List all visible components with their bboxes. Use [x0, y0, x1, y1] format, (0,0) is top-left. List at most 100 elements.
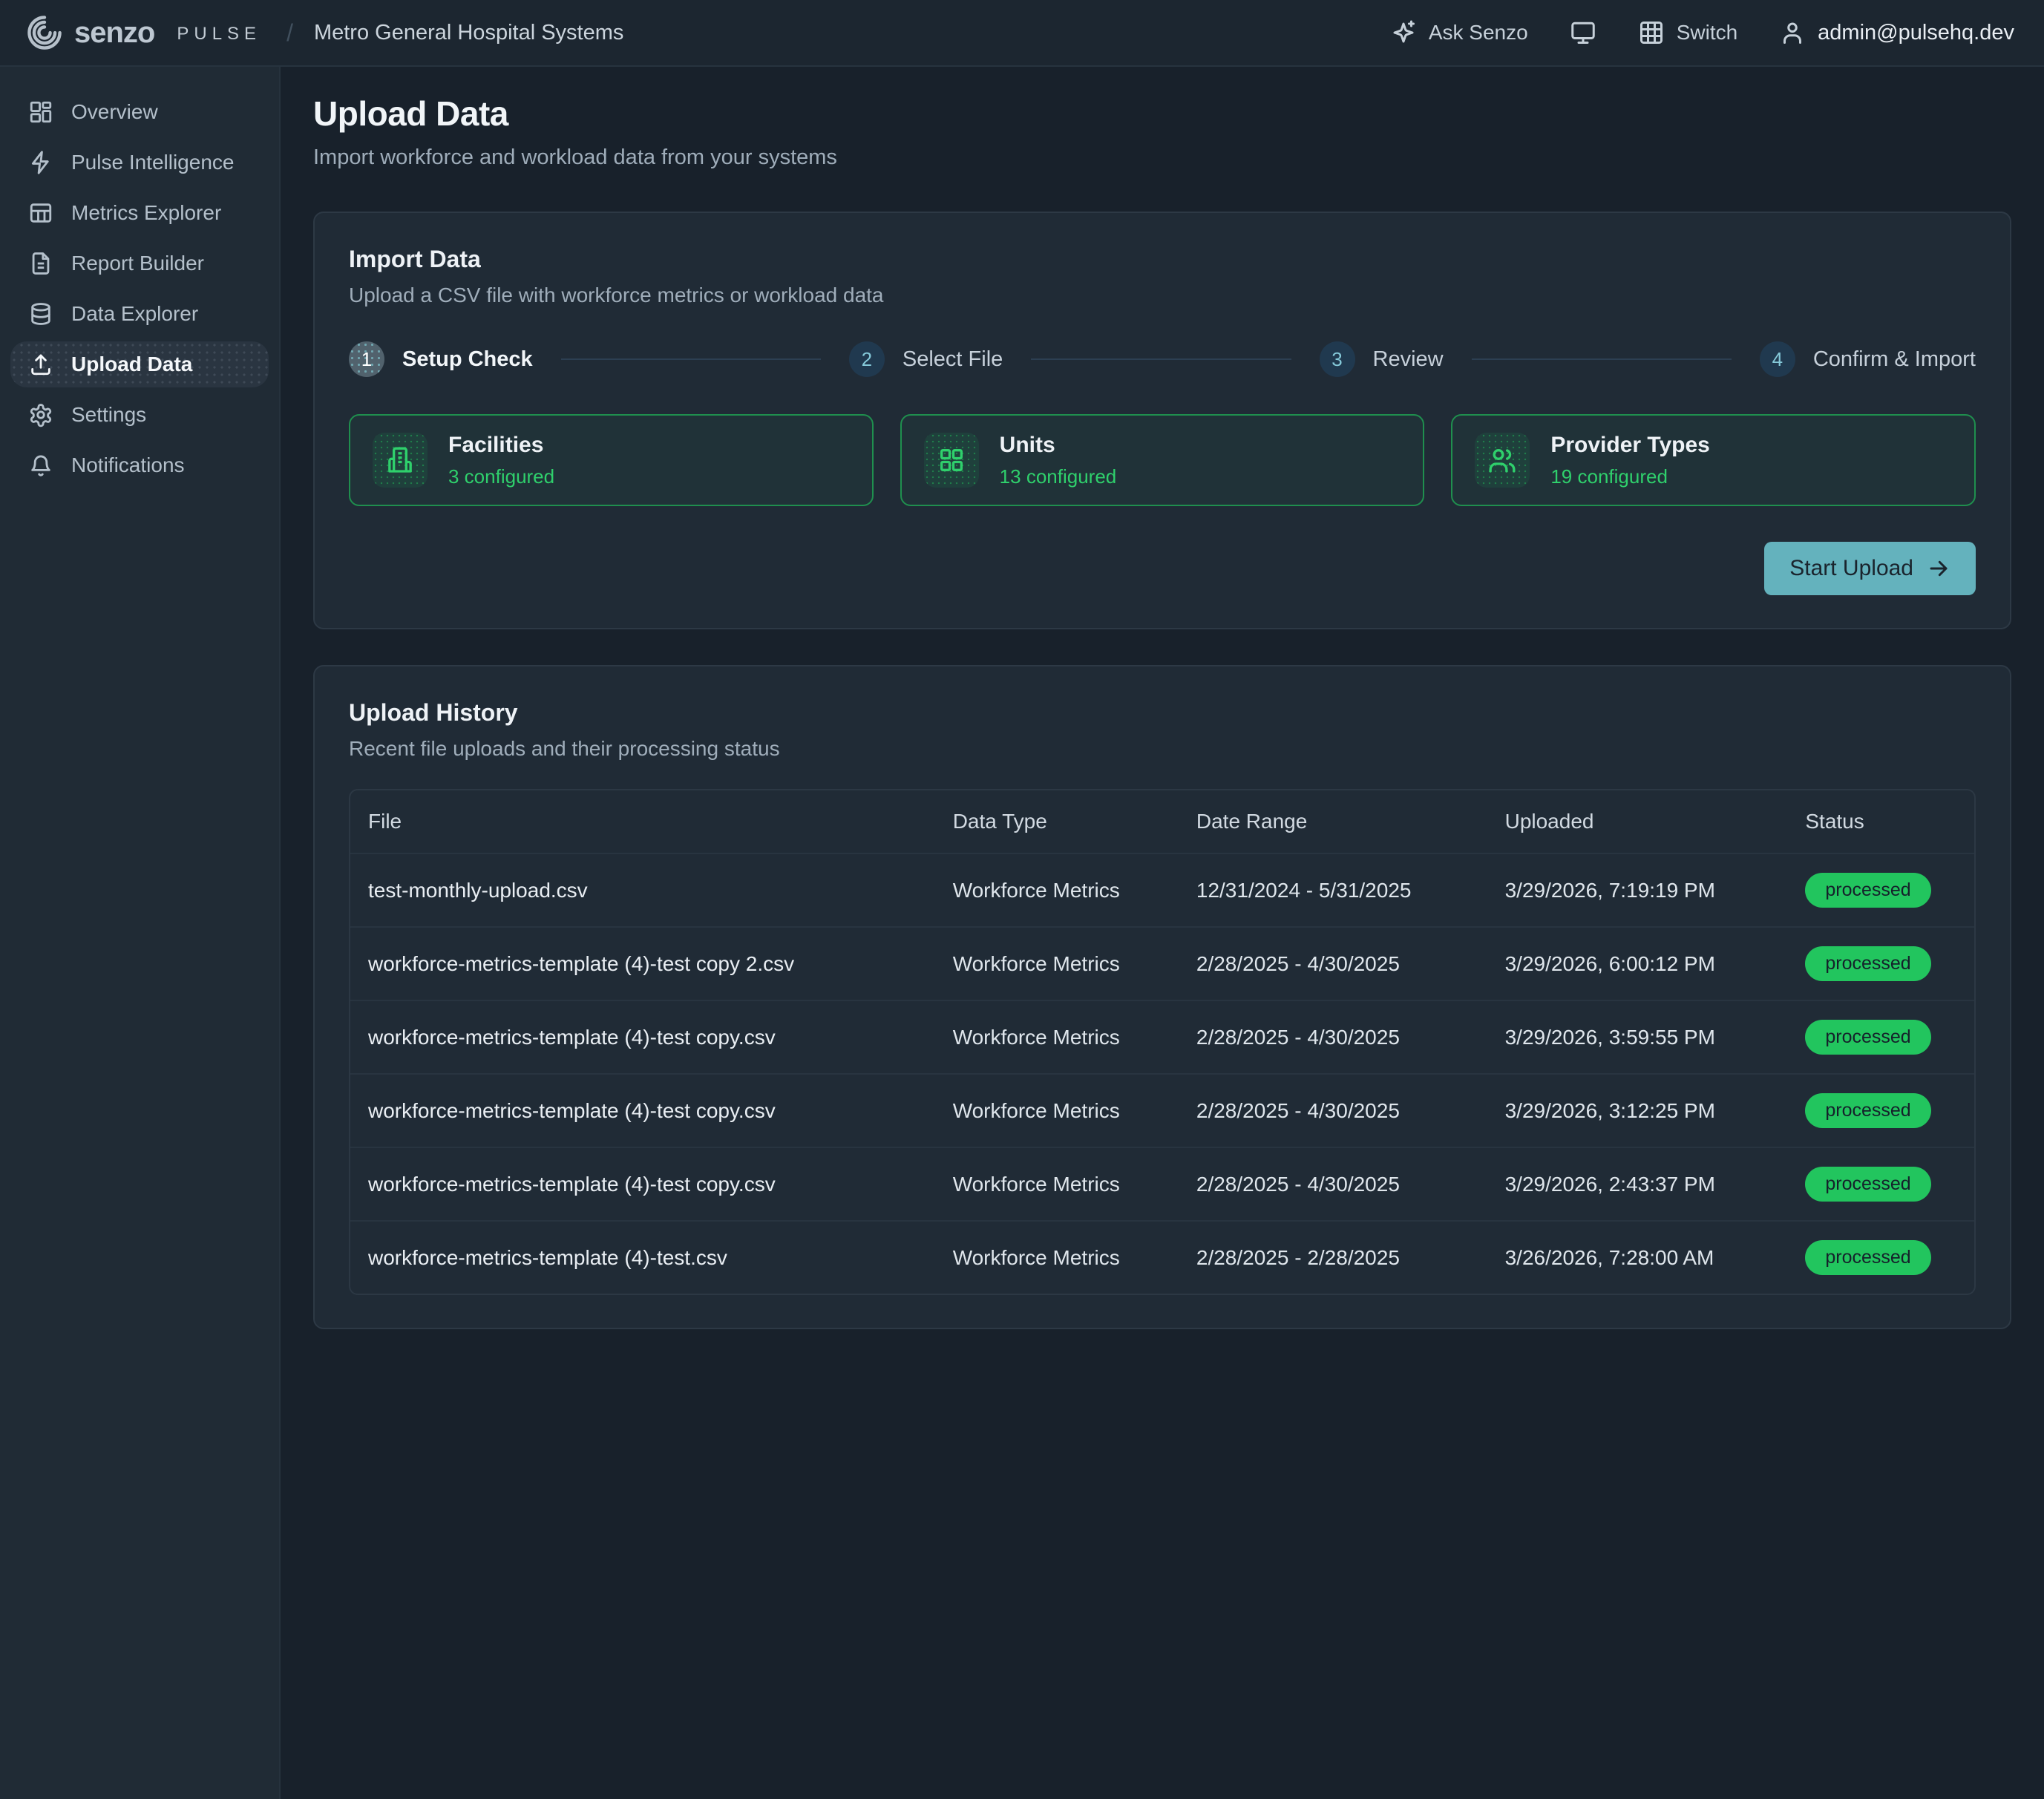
table-row: test-monthly-upload.csv Workforce Metric… — [350, 853, 1974, 927]
column-header: Status — [1805, 810, 1864, 833]
sidebar-item-label: Pulse Intelligence — [71, 151, 235, 174]
file-cell: workforce-metrics-template (4)-test copy… — [350, 1147, 935, 1221]
ask-senzo-label: Ask Senzo — [1428, 21, 1528, 44]
step-label: Setup Check — [402, 347, 533, 371]
setup-status-box: Provider Types 19 configured — [1451, 414, 1976, 506]
file-cell: workforce-metrics-template (4)-test copy… — [350, 1000, 935, 1074]
step-label: Confirm & Import — [1812, 347, 1976, 371]
sidebar-item[interactable]: Report Builder — [10, 240, 269, 286]
status-badge: processed — [1805, 1167, 1931, 1202]
step-number: 2 — [848, 341, 885, 377]
breadcrumb-separator: / — [286, 19, 293, 46]
start-upload-button[interactable]: Start Upload — [1764, 542, 1976, 595]
import-card-title: Import Data — [349, 246, 481, 272]
setup-box-title: Facilities — [448, 432, 544, 457]
switch-button[interactable]: Switch — [1638, 19, 1737, 46]
zap-icon — [28, 150, 53, 175]
sidebar-item-label: Report Builder — [71, 252, 204, 275]
uploaded-cell: 3/26/2026, 7:28:00 AM — [1487, 1220, 1788, 1294]
sidebar-item-label: Overview — [71, 100, 158, 123]
grid-2x2-icon — [937, 445, 966, 475]
gear-icon — [28, 402, 53, 427]
sidebar-item[interactable]: Notifications — [10, 442, 269, 488]
date-range-cell: 2/28/2025 - 2/28/2025 — [1178, 1220, 1487, 1294]
sidebar-item[interactable]: Metrics Explorer — [10, 190, 269, 236]
stepper-step: 1 Setup Check — [349, 341, 533, 377]
status-cell: processed — [1787, 1220, 1974, 1294]
database-icon — [28, 301, 53, 327]
sidebar-item-label: Upload Data — [71, 353, 193, 376]
setup-box-title: Units — [999, 432, 1055, 457]
setup-box-status: 3 configured — [448, 465, 555, 488]
user-icon — [1779, 19, 1806, 46]
setup-icon-chip — [1475, 433, 1530, 488]
upload-history-table: File Data Type Date Range Uploaded Status te… — [349, 789, 1976, 1295]
file-cell: workforce-metrics-template (4)-test.csv — [350, 1220, 935, 1294]
sidebar: Overview Pulse Intelligence Metrics Expl… — [0, 67, 281, 1799]
setup-box-status: 13 configured — [999, 465, 1117, 488]
import-stepper: 1 Setup Check 2 Select File 3 Review 4 C… — [349, 341, 1976, 377]
date-range-cell: 2/28/2025 - 4/30/2025 — [1178, 926, 1487, 1000]
status-cell: processed — [1787, 1000, 1974, 1074]
monitor-icon — [1570, 19, 1596, 46]
uploaded-cell: 3/29/2026, 3:12:25 PM — [1487, 1073, 1788, 1147]
sidebar-item[interactable]: Overview — [10, 89, 269, 135]
header-actions: Ask Senzo Switch admin@pulsehq.dev — [1390, 19, 2014, 46]
date-range-cell: 2/28/2025 - 4/30/2025 — [1178, 1000, 1487, 1074]
sidebar-item[interactable]: Pulse Intelligence — [10, 140, 269, 186]
setup-icon-chip — [923, 433, 979, 488]
ask-senzo-button[interactable]: Ask Senzo — [1390, 19, 1528, 46]
uploaded-cell: 3/29/2026, 7:19:19 PM — [1487, 853, 1788, 927]
table-row: workforce-metrics-template (4)-test copy… — [350, 926, 1974, 1000]
top-bar: senzo PULSE / Metro General Hospital Sys… — [0, 0, 2044, 67]
users-icon — [1487, 445, 1517, 475]
swirl-logo-icon — [25, 13, 64, 52]
date-range-cell: 2/28/2025 - 4/30/2025 — [1178, 1147, 1487, 1221]
senzo-logo[interactable]: senzo PULSE — [25, 13, 261, 52]
uploaded-cell: 3/29/2026, 2:43:37 PM — [1487, 1147, 1788, 1221]
table-row: workforce-metrics-template (4)-test copy… — [350, 1000, 1974, 1074]
status-cell: processed — [1787, 926, 1974, 1000]
arrow-right-icon — [1927, 557, 1950, 580]
sidebar-item-label: Metrics Explorer — [71, 201, 222, 224]
sidebar-item-label: Notifications — [71, 453, 185, 476]
file-cell: workforce-metrics-template (4)-test copy… — [350, 1073, 935, 1147]
column-header: Uploaded — [1504, 810, 1594, 833]
setup-box-title: Provider Types — [1550, 432, 1710, 457]
step-connector — [1031, 358, 1291, 360]
stepper-step: 3 Review — [1319, 341, 1444, 377]
table-icon — [28, 200, 53, 226]
sidebar-item-label: Data Explorer — [71, 302, 199, 325]
user-email: admin@pulsehq.dev — [1818, 20, 2014, 45]
grid-3x3-icon — [1638, 19, 1665, 46]
page-title: Upload Data — [313, 94, 508, 133]
upload-icon — [28, 352, 53, 377]
date-range-cell: 12/31/2024 - 5/31/2025 — [1178, 853, 1487, 927]
stepper-step: 4 Confirm & Import — [1759, 341, 1976, 377]
status-badge: processed — [1805, 1240, 1931, 1275]
data-type-cell: Workforce Metrics — [934, 1073, 1179, 1147]
sidebar-item-label: Settings — [71, 403, 147, 426]
switch-label: Switch — [1676, 21, 1738, 44]
date-range-cell: 2/28/2025 - 4/30/2025 — [1178, 1073, 1487, 1147]
sparkles-icon — [1390, 19, 1417, 46]
sidebar-item[interactable]: Upload Data — [10, 341, 269, 387]
display-button[interactable] — [1570, 19, 1596, 46]
user-menu[interactable]: admin@pulsehq.dev — [1779, 19, 2014, 46]
breadcrumb[interactable]: Metro General Hospital Systems — [313, 20, 624, 45]
status-cell: processed — [1787, 1073, 1974, 1147]
table-row: workforce-metrics-template (4)-test copy… — [350, 1147, 1974, 1221]
data-type-cell: Workforce Metrics — [934, 1220, 1179, 1294]
setup-status-box: Units 13 configured — [900, 414, 1425, 506]
status-badge: processed — [1805, 946, 1931, 981]
sidebar-item[interactable]: Data Explorer — [10, 291, 269, 337]
brand-product: PULSE — [177, 24, 262, 44]
step-label: Select File — [902, 347, 1003, 371]
table-header-row: File Data Type Date Range Uploaded Status — [350, 790, 1974, 853]
sidebar-item[interactable]: Settings — [10, 392, 269, 438]
data-type-cell: Workforce Metrics — [934, 853, 1179, 927]
import-card-subtitle: Upload a CSV file with workforce metrics… — [349, 284, 884, 307]
column-header: Date Range — [1196, 810, 1308, 833]
setup-box-status: 19 configured — [1550, 465, 1668, 488]
start-upload-row: Start Upload — [349, 542, 1976, 595]
